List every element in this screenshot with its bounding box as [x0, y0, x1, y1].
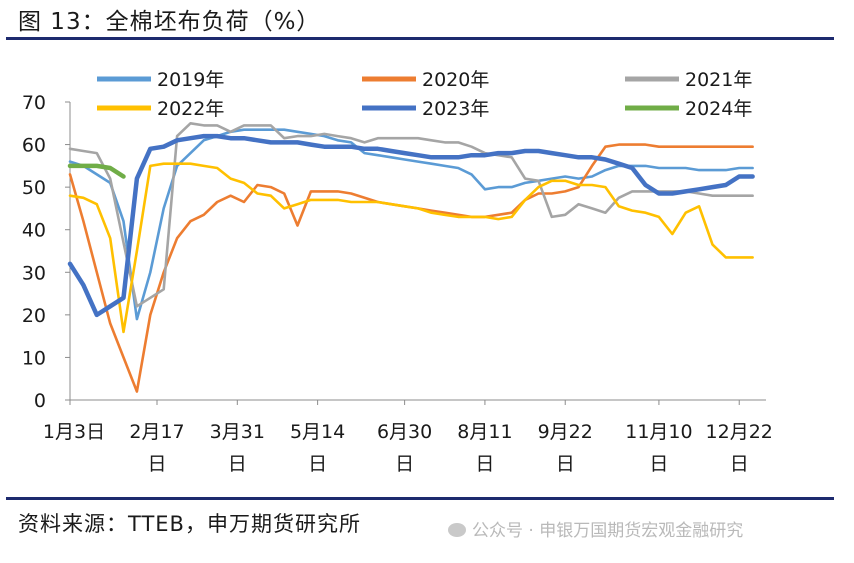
y-tick-label: 20	[22, 305, 46, 327]
y-tick-label: 40	[22, 220, 46, 242]
plot-area	[67, 122, 755, 393]
y-axis: 0 10 20 30 40 50 60 70	[22, 92, 71, 412]
y-tick-label: 50	[22, 177, 46, 199]
x-tick-label: 1月3日	[43, 421, 105, 443]
y-tick-label: 0	[34, 390, 46, 412]
y-tick-label: 30	[22, 262, 46, 284]
x-tick-label-suffix: 日	[649, 453, 668, 475]
x-tick-label: 8月11	[457, 421, 512, 443]
top-rule	[6, 37, 834, 40]
x-tick-label-suffix: 日	[147, 453, 166, 475]
watermark: 公众号 · 申银万国期货宏观金融研究	[448, 516, 743, 541]
y-tick-label: 60	[22, 135, 46, 157]
legend-label: 2023年	[422, 98, 489, 120]
legend-label: 2024年	[685, 98, 752, 120]
series-line-2024	[67, 163, 126, 179]
x-tick-label-suffix: 日	[556, 453, 575, 475]
legend-label: 2022年	[157, 98, 224, 120]
watermark-text: 公众号 · 申银万国期货宏观金融研究	[472, 521, 744, 541]
series-line-2019	[68, 128, 754, 321]
bottom-rule	[6, 497, 834, 500]
x-tick-label: 5月14	[290, 421, 345, 443]
series-line-2021	[68, 122, 754, 308]
x-tick-label: 2月17	[129, 421, 184, 443]
x-axis: 1月3日 2月17 日 3月31 日 5月14 日 6月30 日 8月11 日 9月22 日 11月10 日…	[43, 399, 773, 475]
series-line-2022	[68, 162, 754, 334]
x-tick-label-suffix: 日	[228, 453, 247, 475]
x-tick-label-suffix: 日	[395, 453, 414, 475]
x-tick-label-suffix: 日	[475, 453, 494, 475]
series-line-2023	[67, 133, 755, 318]
legend-label: 2020年	[422, 69, 489, 91]
x-tick-label: 12月22	[706, 421, 773, 443]
chart-legend: 2019年 2020年 2021年 2022年 2023年 2024年	[97, 69, 752, 120]
y-tick-label: 70	[22, 92, 46, 114]
legend-label: 2021年	[685, 69, 752, 91]
x-tick-label: 3月31	[210, 421, 265, 443]
figure-title: 图 13：全棉坯布负荷（%）	[18, 9, 321, 35]
x-tick-label: 9月22	[538, 421, 593, 443]
x-tick-label: 6月30	[377, 421, 432, 443]
source-note: 资料来源：TTEB，申万期货研究所	[18, 512, 361, 536]
line-chart: 2019年 2020年 2021年 2022年 2023年 2024年 0 10 20 30 40…	[22, 69, 773, 475]
y-tick-label: 10	[22, 347, 46, 369]
wechat-icon	[448, 523, 466, 537]
x-tick-label-suffix: 日	[308, 453, 327, 475]
x-tick-label: 11月10	[625, 421, 692, 443]
x-tick-label-suffix: 日	[730, 453, 749, 475]
legend-label: 2019年	[157, 69, 224, 91]
